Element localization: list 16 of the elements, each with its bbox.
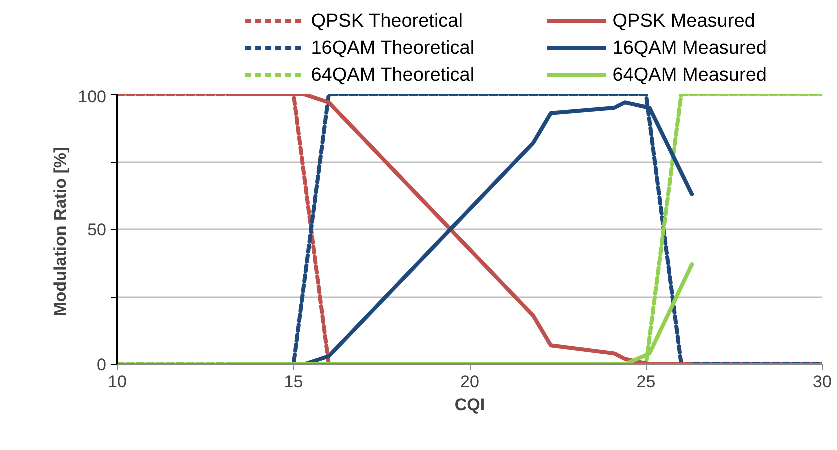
y-axis-title: Modulation Ratio [%]: [51, 147, 70, 316]
x-tick-label: 30: [813, 372, 832, 392]
y-tick-label: 100: [78, 88, 107, 106]
legend-label: 64QAM Measured: [612, 65, 767, 86]
x-tick-label: 10: [108, 372, 127, 392]
legend-label: 16QAM Measured: [612, 38, 767, 59]
x-tick-label: 20: [460, 372, 480, 392]
x-axis-title: CQI: [454, 396, 486, 414]
legend-label: 64QAM Theoretical: [311, 65, 475, 86]
legend-label: QPSK Measured: [612, 11, 756, 32]
x-tick-label: 15: [284, 372, 304, 392]
legend-label: 16QAM Theoretical: [311, 38, 475, 59]
x-tick-label: 25: [636, 372, 656, 392]
y-tick-label: 50: [88, 220, 107, 240]
y-tick-label: 0: [97, 356, 107, 374]
legend-label: QPSK Theoretical: [311, 11, 463, 32]
